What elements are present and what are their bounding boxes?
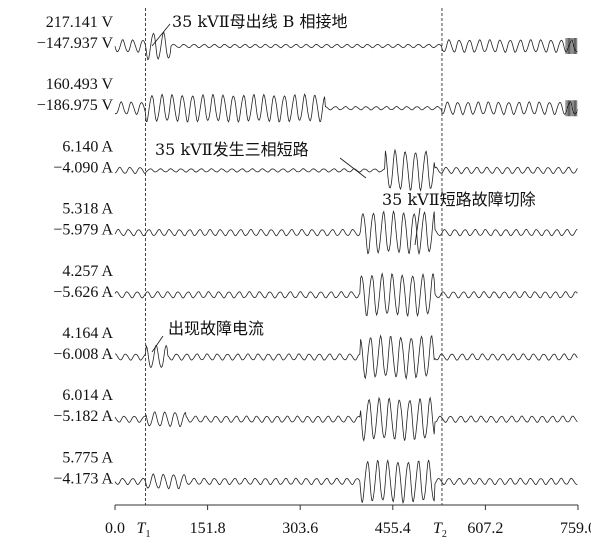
series-8-max-label: 5.775 A xyxy=(62,449,113,466)
series-3-min-label: −4.090 A xyxy=(53,159,113,176)
series-7-max-label: 6.014 A xyxy=(62,387,113,404)
annotation-three-phase-short: 35 kVⅡ发生三相短路 xyxy=(155,140,309,159)
series-6-min-label: −6.008 A xyxy=(53,346,113,363)
x-tick-label: 0.0 xyxy=(105,520,125,537)
series-5-min-label: −5.626 A xyxy=(53,284,113,301)
series-1-trace xyxy=(114,31,578,61)
annotation-fault-cleared: 35 kVⅡ短路故障切除 xyxy=(382,190,536,209)
series-4-trace xyxy=(114,210,578,256)
waveform-traces xyxy=(114,31,578,505)
series-2-max-label: 160.493 V xyxy=(46,76,114,93)
series-2-min-label: −186.975 V xyxy=(37,97,114,114)
annotation-three-phase-short-leader xyxy=(339,157,367,179)
series-8-trace xyxy=(114,459,578,505)
series-3-trace xyxy=(114,148,578,192)
x-tick-label: 455.4 xyxy=(375,520,411,537)
series-2-trace xyxy=(114,93,578,123)
x-tick-label: 607.2 xyxy=(467,520,503,537)
series-1-min-label: −147.937 V xyxy=(37,35,114,52)
series-5-max-label: 4.257 A xyxy=(62,263,113,280)
series-4-max-label: 5.318 A xyxy=(62,201,113,218)
series-1-trace-burst xyxy=(565,38,578,54)
marker-label-t1: T1 xyxy=(137,520,151,540)
annotation-fault-current: 出现故障电流 xyxy=(168,319,264,338)
series-6-max-label: 4.164 A xyxy=(62,325,113,342)
x-tick-label: 303.6 xyxy=(282,520,318,537)
annotations: 35 kVⅡ母出线 B 相接地 35 kVⅡ发生三相短路 35 kVⅡ短路故障切… xyxy=(151,12,536,353)
series-1-max-label: 217.141 V xyxy=(46,14,114,31)
time-markers xyxy=(145,8,443,505)
annotation-fault-cleared-leader xyxy=(414,207,421,246)
x-tick-label: 151.8 xyxy=(190,520,226,537)
series-5-trace xyxy=(114,272,578,318)
annotation-b-phase-ground: 35 kVⅡ母出线 B 相接地 xyxy=(172,12,348,31)
y-range-labels: 217.141 V −147.937 V 160.493 V −186.975 V 6.… xyxy=(37,14,114,487)
annotation-b-phase-ground-leader xyxy=(151,23,171,47)
x-axis-ticks: 0.0 151.8 303.6 455.4 607.2 759.0 T1 T2 xyxy=(105,505,591,540)
marker-label-t2: T2 xyxy=(433,520,447,540)
series-2-trace-burst xyxy=(565,100,578,117)
annotation-fault-current-leader xyxy=(151,335,164,353)
x-tick-label: 759.0 xyxy=(560,520,591,537)
series-3-max-label: 6.140 A xyxy=(62,138,113,155)
series-7-min-label: −5.182 A xyxy=(53,408,113,425)
series-7-trace xyxy=(114,396,578,443)
series-4-min-label: −5.979 A xyxy=(53,222,113,239)
series-8-min-label: −4.173 A xyxy=(53,470,113,487)
series-6-trace xyxy=(114,334,578,380)
